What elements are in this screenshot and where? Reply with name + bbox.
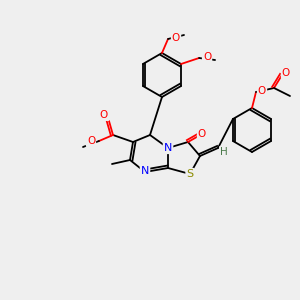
Text: N: N [164, 143, 172, 153]
Text: O: O [282, 68, 290, 78]
Text: O: O [198, 129, 206, 139]
Text: O: O [258, 86, 266, 96]
Text: N: N [141, 166, 149, 176]
Text: O: O [100, 110, 108, 120]
Text: O: O [203, 52, 211, 62]
Text: H: H [220, 147, 228, 157]
Text: S: S [186, 169, 194, 179]
Text: O: O [172, 33, 180, 43]
Text: O: O [87, 136, 95, 146]
